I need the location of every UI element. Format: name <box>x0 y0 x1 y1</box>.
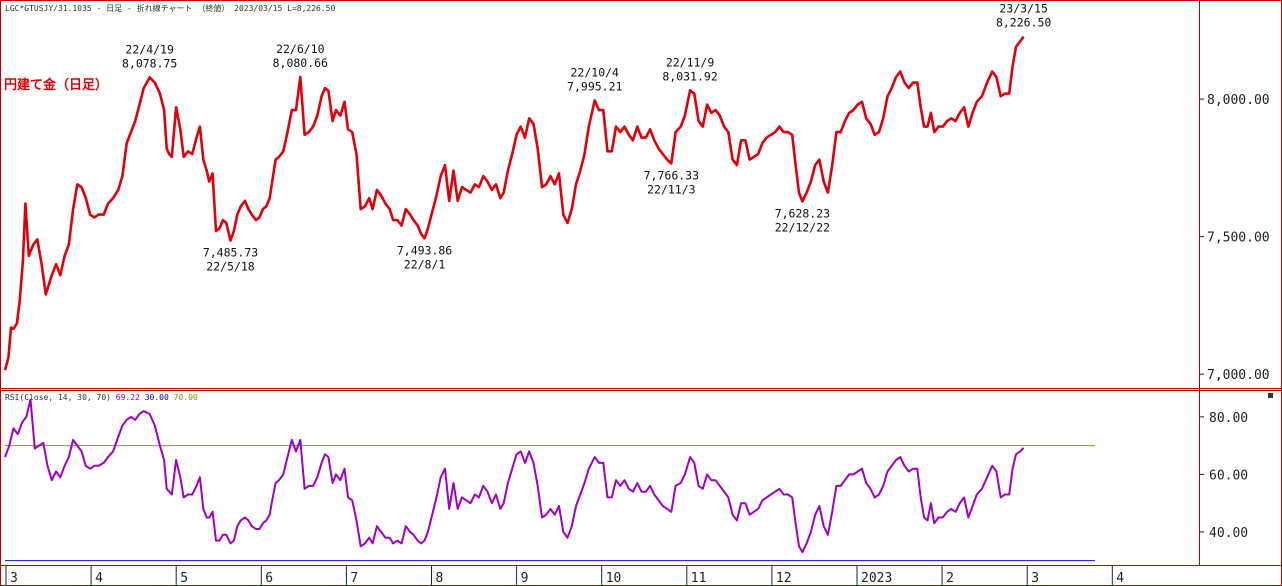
annotation-line-1: 23/3/15 <box>999 2 1047 16</box>
x-tick-label: 8 <box>436 571 444 586</box>
x-axis: 3 4 5 6 7 8 9 10 11 12 2023 2 3 4 <box>5 565 1124 586</box>
price-y-tick-label: 8,000.00 <box>1207 93 1270 108</box>
price-line <box>3 35 1025 371</box>
annotation-line-2: 8,226.50 <box>996 16 1051 30</box>
annotation-line-2: 22/8/1 <box>404 257 446 271</box>
x-tick-label: 10 <box>606 571 622 586</box>
annotation-line-1: 7,485.73 <box>203 246 258 260</box>
x-tick-label: 11 <box>691 571 707 586</box>
rsi-upper-level: 70.00 <box>173 393 198 402</box>
annotation-line-1: 7,493.86 <box>397 243 452 257</box>
x-tick-label: 4 <box>95 571 103 586</box>
annotation-line-2: 8,078.75 <box>122 56 177 70</box>
annotation-line-2: 22/11/3 <box>647 182 696 196</box>
rsi-header-label: RSI(Close, 14, 30, 70) <box>5 393 111 402</box>
x-tick-label: 5 <box>180 571 188 586</box>
x-tick-label: 2 <box>946 571 954 586</box>
x-tick-label: 4 <box>1116 571 1124 586</box>
annotation-line-1: 7,766.33 <box>644 168 699 182</box>
x-tick-label: 6 <box>265 571 273 586</box>
price-y-tick-label: 7,500.00 <box>1207 231 1270 246</box>
rsi-value: 69.22 <box>115 393 140 402</box>
rsi-header: RSI(Close, 14, 30, 70) 69.22 30.00 70.00 <box>5 393 198 402</box>
x-tick-label: 12 <box>776 571 792 586</box>
x-tick-label: 3 <box>10 571 18 586</box>
annotation-line-1: 7,628.23 <box>775 206 830 220</box>
x-tick-label: 7 <box>350 571 358 586</box>
rsi-y-tick-label: 40.00 <box>1209 526 1248 541</box>
price-panel-title: 円建て金（日足） <box>4 78 109 93</box>
x-tick-label: 3 <box>1031 571 1039 586</box>
annotation-line-1: 22/6/10 <box>276 42 325 56</box>
rsi-line <box>4 398 1025 554</box>
rsi-y-tick-label: 80.00 <box>1209 411 1248 426</box>
annotation-line-2: 7,995.21 <box>567 79 622 93</box>
rsi-lower-level: 30.00 <box>144 393 169 402</box>
chart-header: LGC*GTUSJY/31.1035 - 日足 - 折れ線チャート （終値） 2… <box>5 4 336 13</box>
annotation-line-1: 22/4/19 <box>125 42 174 56</box>
price-panel: 7,000.00 7,500.00 8,000.00 22/4/198,078.75 7… <box>3 2 1270 383</box>
panel-resize-handle[interactable] <box>1268 393 1273 398</box>
annotation-line-2: 22/5/18 <box>206 260 255 274</box>
annotation-line-1: 22/10/4 <box>571 65 620 79</box>
annotation-line-1: 22/11/9 <box>666 55 715 69</box>
annotation-line-2: 8,031.92 <box>662 69 717 83</box>
annotation-line-2: 8,080.66 <box>273 56 328 70</box>
annotation-line-2: 22/12/22 <box>775 220 830 234</box>
x-tick-label: 9 <box>521 571 529 586</box>
price-y-tick-label: 7,000.00 <box>1207 368 1270 383</box>
rsi-panel: 40.00 60.00 80.00 <box>4 398 1248 562</box>
rsi-y-tick-label: 60.00 <box>1209 468 1248 483</box>
x-tick-label: 2023 <box>861 571 892 586</box>
